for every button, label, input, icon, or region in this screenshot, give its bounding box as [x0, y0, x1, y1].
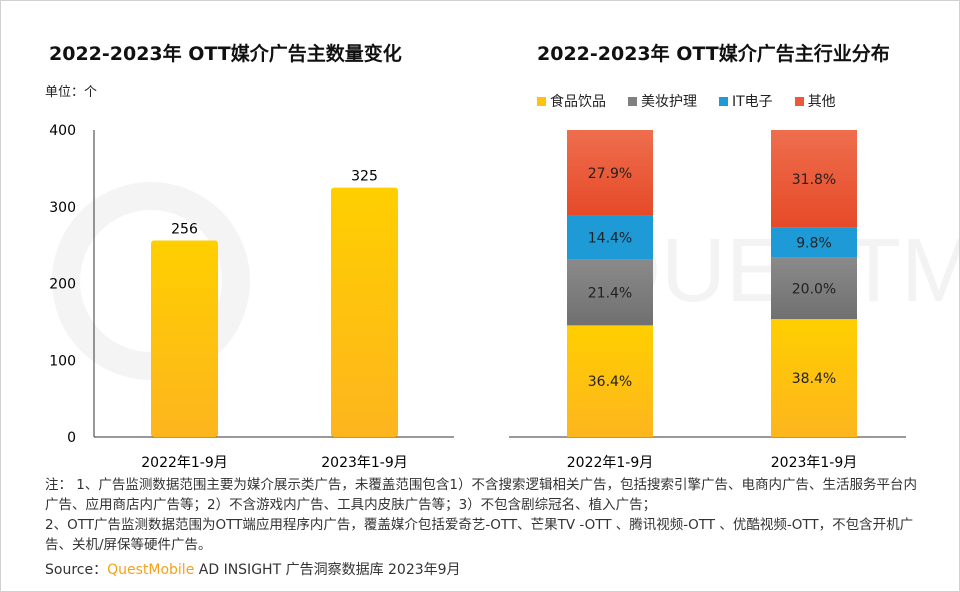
- stacked-bar-segment: [771, 130, 857, 228]
- legend-label: IT电子: [732, 94, 773, 110]
- stacked-bar-segment: [567, 215, 653, 260]
- legend: 食品饮品 美妆护理 IT电子 其他: [537, 91, 836, 111]
- data-label: 325: [351, 169, 378, 185]
- x-tick-label: 2022年1-9月: [567, 455, 654, 471]
- legend-label: 其他: [807, 94, 836, 110]
- legend-swatch: [719, 97, 728, 106]
- stacked-bar-segment: [567, 325, 653, 437]
- y-tick-label: 400: [49, 123, 76, 139]
- bar: [331, 187, 398, 437]
- legend-item: 其他: [794, 91, 836, 111]
- legend-item: 美妆护理: [628, 91, 697, 111]
- y-axis-unit: 单位：个: [45, 85, 98, 100]
- legend-swatch: [628, 97, 637, 106]
- data-label: 256: [171, 222, 198, 238]
- left-chart-title: 2022-2023年 OTT媒介广告主数量变化: [49, 43, 402, 65]
- y-tick-label: 0: [67, 430, 76, 446]
- stacked-bar-segment: [567, 259, 653, 326]
- notes: 注： 1、广告监测数据范围主要为媒介展示类广告，未覆盖范围包含1）不含搜索逻辑相…: [45, 475, 925, 555]
- bar: [151, 240, 218, 437]
- source-label: Source：: [45, 562, 108, 578]
- stacked-bar-segment: [771, 319, 857, 437]
- data-label: 20.0%: [792, 281, 836, 297]
- data-label: 27.9%: [588, 166, 632, 182]
- x-tick-label: 2023年1-9月: [321, 455, 408, 471]
- legend-label: 美妆护理: [641, 94, 697, 110]
- note-1: 注： 1、广告监测数据范围主要为媒介展示类广告，未覆盖范围包含1）不含搜索逻辑相…: [45, 477, 917, 513]
- y-tick-label: 100: [49, 353, 76, 369]
- x-tick-label: 2023年1-9月: [771, 455, 858, 471]
- source-text: AD INSIGHT 广告洞察数据库 2023年9月: [194, 562, 461, 578]
- note-2: 2、OTT广告监测数据范围为OTT端应用程序内广告，覆盖媒介包括爱奇艺-OTT、…: [45, 517, 914, 553]
- legend-swatch: [794, 97, 804, 106]
- right-chart-title: 2022-2023年 OTT媒介广告主行业分布: [537, 43, 890, 65]
- data-label: 31.8%: [792, 172, 836, 188]
- y-tick-label: 300: [49, 200, 76, 216]
- y-tick-label: 200: [49, 277, 76, 293]
- source: Source：QuestMobile AD INSIGHT 广告洞察数据库 20…: [45, 559, 461, 579]
- data-label: 21.4%: [588, 286, 632, 302]
- data-label: 9.8%: [796, 236, 832, 252]
- legend-item: 食品饮品: [537, 91, 606, 111]
- source-brand: QuestMobile: [107, 562, 195, 578]
- legend-label: 食品饮品: [550, 94, 606, 110]
- stacked-bar-segment: [771, 227, 857, 258]
- data-label: 14.4%: [588, 231, 632, 247]
- legend-item: IT电子: [719, 91, 773, 111]
- legend-swatch: [537, 97, 546, 106]
- x-tick-label: 2022年1-9月: [141, 455, 228, 471]
- charts-svg: QUESTMOBILE 01002003004002562022年1-9月325…: [49, 123, 959, 471]
- data-label: 38.4%: [792, 371, 836, 387]
- stacked-bar-segment: [567, 130, 653, 216]
- data-label: 36.4%: [588, 374, 632, 390]
- stacked-bar-segment: [771, 257, 857, 320]
